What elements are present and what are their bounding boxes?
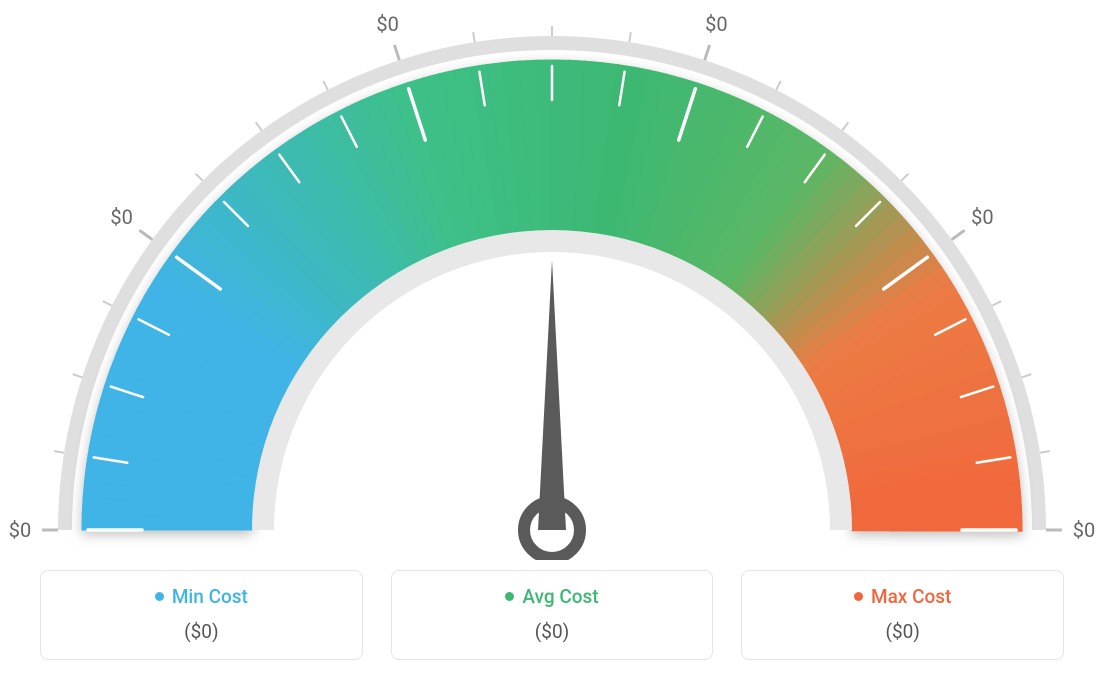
legend-title-min: Min Cost [155,585,248,608]
gauge-tick-label: $0 [971,205,993,229]
legend-label-avg: Avg Cost [522,585,598,608]
legend-dot-avg [505,592,514,601]
gauge-svg [22,20,1082,560]
gauge-tick-label: $0 [1073,518,1095,542]
legend-row: Min Cost ($0) Avg Cost ($0) Max Cost ($0… [40,570,1064,660]
legend-value-avg: ($0) [402,620,703,643]
legend-value-min: ($0) [51,620,352,643]
legend-title-avg: Avg Cost [505,585,598,608]
legend-card-max: Max Cost ($0) [741,570,1064,660]
gauge-tick-label: $0 [9,518,31,542]
gauge-tick-label: $0 [376,12,398,36]
legend-dot-max [854,592,863,601]
legend-label-max: Max Cost [871,585,951,608]
gauge-wrap: $0 $0 $0 $0 $0 $0 [0,0,1104,560]
gauge-tick-label: $0 [110,205,132,229]
legend-title-max: Max Cost [854,585,951,608]
legend-value-max: ($0) [752,620,1053,643]
legend-dot-min [155,592,164,601]
legend-card-avg: Avg Cost ($0) [391,570,714,660]
gauge-tick-label: $0 [705,12,727,36]
legend-label-min: Min Cost [172,585,248,608]
gauge-chart-container: $0 $0 $0 $0 $0 $0 Min Cost ($0) Avg Cost ($0)… [0,0,1104,690]
legend-card-min: Min Cost ($0) [40,570,363,660]
